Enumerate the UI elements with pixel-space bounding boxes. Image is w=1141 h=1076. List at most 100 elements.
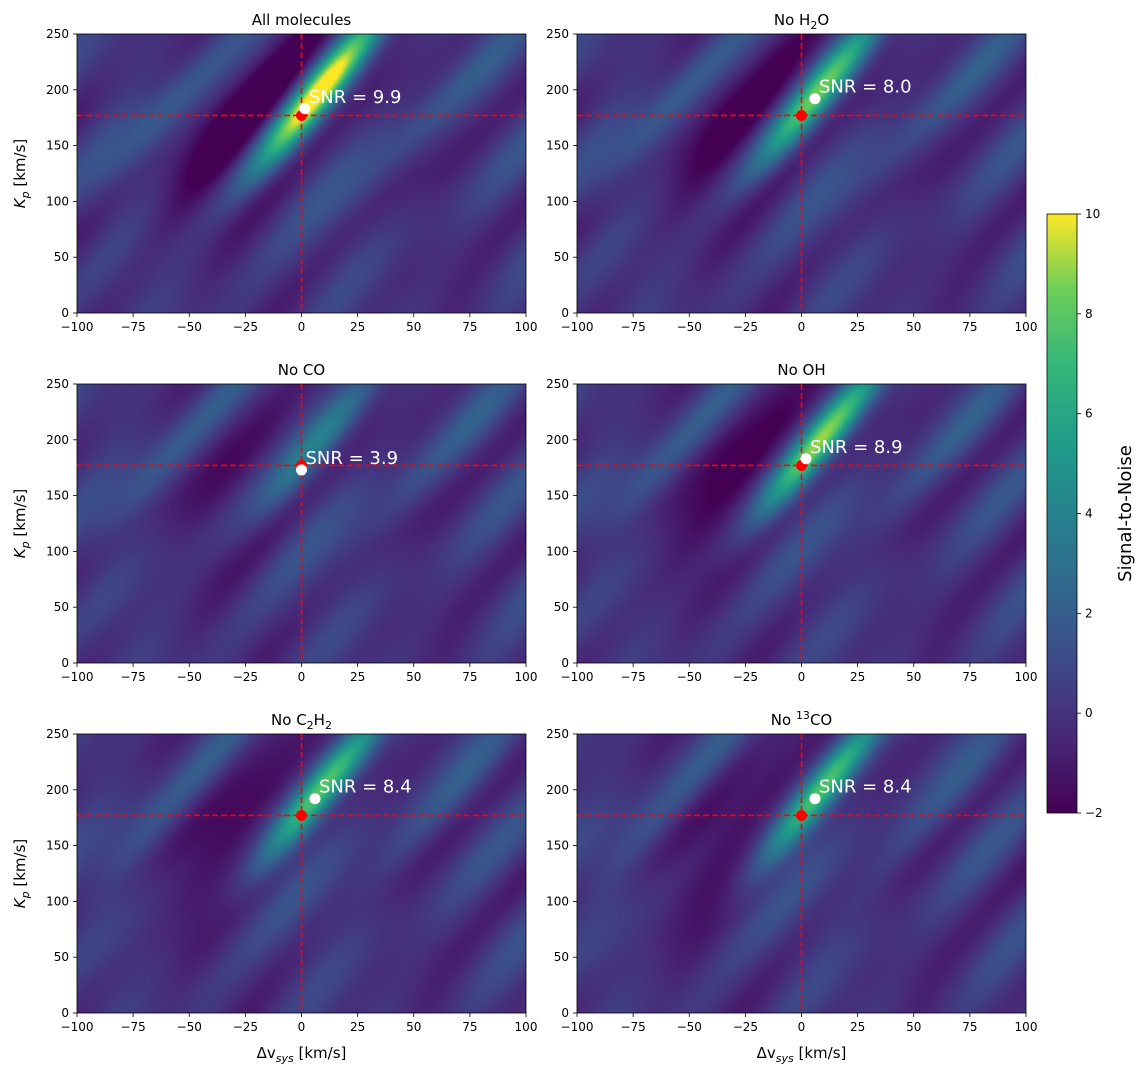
x-tick-label: 100 xyxy=(515,1020,538,1034)
expected-marker xyxy=(796,109,807,121)
colorbar-tick-label: 2 xyxy=(1085,606,1093,620)
x-tick-label: −100 xyxy=(61,320,94,334)
y-tick-label: 0 xyxy=(61,306,69,320)
peak-marker xyxy=(809,793,821,805)
y-tick-label: 0 xyxy=(61,656,69,670)
x-tick-label: 50 xyxy=(906,1020,921,1034)
y-tick-label: 200 xyxy=(546,83,569,97)
x-tick-label: −25 xyxy=(733,670,758,684)
x-tick-label: 50 xyxy=(906,320,921,334)
x-tick-label: 75 xyxy=(462,1020,477,1034)
snr-label: SNR = 8.4 xyxy=(819,777,912,798)
x-tick-label: −25 xyxy=(233,320,258,334)
x-tick-label: 100 xyxy=(1015,320,1038,334)
x-tick-label: 50 xyxy=(906,670,921,684)
y-tick-label: 250 xyxy=(546,377,569,391)
y-tick-label: 100 xyxy=(46,194,69,208)
x-tick-label: −50 xyxy=(177,1020,202,1034)
x-tick-label: −100 xyxy=(561,320,594,334)
y-tick-label: 150 xyxy=(46,139,69,153)
y-tick-label: 50 xyxy=(554,950,569,964)
peak-marker xyxy=(299,103,311,115)
x-tick-label: 75 xyxy=(462,670,477,684)
x-tick-label: 0 xyxy=(298,320,306,334)
panel-4: SNR = 8.4 No C2H2 −100 −75 −50 −25 0 25 50 75 100 0… xyxy=(11,711,537,1065)
x-tick-label: 50 xyxy=(406,320,421,334)
panel-5: SNR = 8.4 No 13CO −100 −75 −50 −25 0 25 50 75 100 0… xyxy=(546,709,1037,1065)
y-tick-label: 200 xyxy=(46,433,69,447)
x-tick-label: −100 xyxy=(561,670,594,684)
x-tick-label: −50 xyxy=(677,670,702,684)
y-tick-label: 250 xyxy=(46,27,69,41)
x-tick-label: 25 xyxy=(850,670,865,684)
panel-2: SNR = 3.9 No CO −100 −75 −50 −25 0 25 50 75 100 0 50… xyxy=(11,361,537,684)
y-tick-label: 50 xyxy=(554,600,569,614)
panel-title: No C2H2 xyxy=(271,711,332,732)
y-tick-label: 100 xyxy=(46,544,69,558)
y-tick-label: 50 xyxy=(54,250,69,264)
x-tick-label: 75 xyxy=(962,320,977,334)
x-tick-label: −50 xyxy=(677,1020,702,1034)
x-axis-label: Δvsys [km/s] xyxy=(757,1044,847,1065)
snr-label: SNR = 9.9 xyxy=(309,87,402,108)
x-tick-label: −25 xyxy=(233,670,258,684)
x-tick-label: 25 xyxy=(350,1020,365,1034)
x-tick-label: 50 xyxy=(406,1020,421,1034)
colorbar-label: Signal-to-Noise xyxy=(1115,445,1136,582)
x-tick-label: 0 xyxy=(298,1020,306,1034)
peak-marker xyxy=(309,793,321,805)
y-tick-label: 250 xyxy=(546,727,569,741)
x-tick-label: 25 xyxy=(350,320,365,334)
y-tick-label: 100 xyxy=(546,194,569,208)
y-axis-label: Kp [km/s] xyxy=(11,139,32,208)
x-tick-label: 75 xyxy=(462,320,477,334)
x-tick-label: −75 xyxy=(620,1020,645,1034)
colorbar: −2 0 2 4 6 8 10 Signal-to-Noise xyxy=(1046,207,1136,820)
x-tick-label: 75 xyxy=(962,1020,977,1034)
panel-title: No 13CO xyxy=(771,709,832,729)
y-tick-label: 150 xyxy=(46,839,69,853)
snr-label: SNR = 8.4 xyxy=(319,777,412,798)
x-tick-label: −100 xyxy=(561,1020,594,1034)
y-tick-label: 100 xyxy=(546,544,569,558)
x-tick-label: −50 xyxy=(677,320,702,334)
y-tick-label: 250 xyxy=(546,27,569,41)
colorbar-tick-label: 6 xyxy=(1085,407,1093,421)
y-tick-label: 200 xyxy=(46,783,69,797)
x-tick-label: 50 xyxy=(406,670,421,684)
x-tick-label: 0 xyxy=(798,670,806,684)
panel-title: No CO xyxy=(278,361,325,379)
y-axis-label: Kp [km/s] xyxy=(11,839,32,908)
peak-marker xyxy=(800,453,812,465)
y-tick-label: 150 xyxy=(546,489,569,503)
colorbar-tick-label: 0 xyxy=(1085,706,1093,720)
x-tick-label: −100 xyxy=(61,1020,94,1034)
snr-label: SNR = 8.0 xyxy=(819,77,912,98)
snr-label: SNR = 8.9 xyxy=(810,437,903,458)
y-tick-label: 50 xyxy=(54,600,69,614)
y-tick-label: 150 xyxy=(546,839,569,853)
colorbar-tick-label: 10 xyxy=(1085,207,1100,221)
expected-marker xyxy=(796,809,807,821)
colorbar-tick-label: 8 xyxy=(1085,307,1093,321)
y-tick-label: 150 xyxy=(46,489,69,503)
y-tick-label: 150 xyxy=(546,139,569,153)
panel-title: All molecules xyxy=(252,11,352,29)
y-tick-label: 50 xyxy=(54,950,69,964)
y-tick-label: 250 xyxy=(46,727,69,741)
y-tick-label: 0 xyxy=(561,306,569,320)
y-tick-label: 200 xyxy=(546,433,569,447)
x-axis-label: Δvsys [km/s] xyxy=(257,1044,347,1065)
peak-marker xyxy=(296,464,307,476)
expected-marker xyxy=(296,809,307,821)
x-tick-label: −75 xyxy=(120,1020,145,1034)
y-axis-label: Kp [km/s] xyxy=(11,489,32,558)
x-tick-label: −25 xyxy=(733,1020,758,1034)
panel-title: No OH xyxy=(777,361,825,379)
x-tick-label: −100 xyxy=(61,670,94,684)
x-tick-label: 25 xyxy=(850,320,865,334)
snr-label: SNR = 3.9 xyxy=(306,448,399,469)
y-tick-label: 0 xyxy=(561,1006,569,1020)
x-tick-label: 0 xyxy=(798,320,806,334)
